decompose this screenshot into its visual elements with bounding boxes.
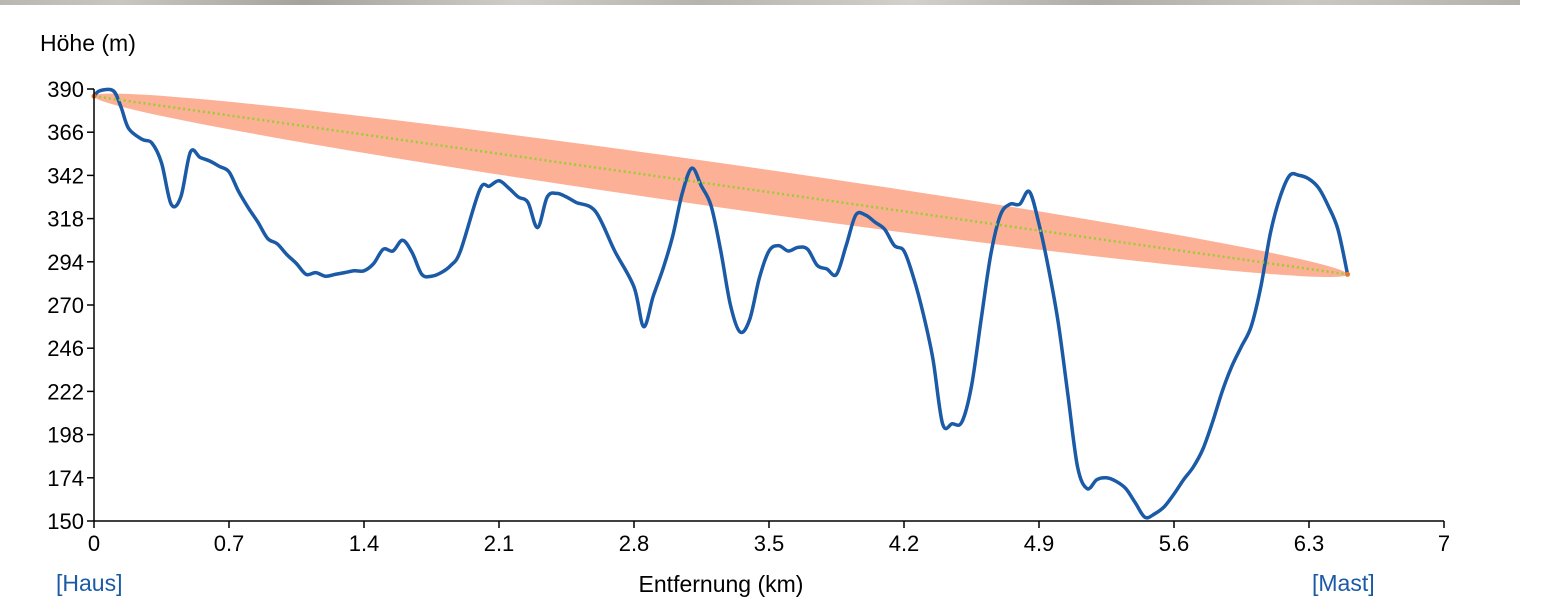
y-tick-label: 198 xyxy=(47,423,84,448)
y-tick-label: 246 xyxy=(47,336,84,361)
x-tick-label: 3.5 xyxy=(754,531,785,556)
y-tick-label: 318 xyxy=(47,207,84,232)
elevation-profile-line xyxy=(92,87,1350,520)
y-tick-label: 342 xyxy=(47,163,84,188)
end-point-marker xyxy=(1345,271,1351,277)
map-strip xyxy=(0,0,1520,5)
line-of-sight xyxy=(93,94,1348,276)
x-tick-label: 7 xyxy=(1438,531,1450,556)
start-point-link[interactable]: [Haus] xyxy=(56,570,123,596)
x-tick-label: 5.6 xyxy=(1159,531,1190,556)
y-tick-label: 366 xyxy=(47,120,84,145)
y-tick-label: 174 xyxy=(47,466,84,491)
x-tick-label: 1.4 xyxy=(349,531,380,556)
y-tick-label: 150 xyxy=(47,509,84,534)
x-tick-label: 4.9 xyxy=(1024,531,1055,556)
y-tick-label: 222 xyxy=(47,379,84,404)
x-tick-label: 6.3 xyxy=(1294,531,1325,556)
y-tick-label: 270 xyxy=(47,293,84,318)
x-tick-label: 2.1 xyxy=(484,531,515,556)
x-tick-label: 0.7 xyxy=(214,531,245,556)
end-point-link[interactable]: [Mast] xyxy=(1312,570,1375,596)
x-tick-label: 4.2 xyxy=(889,531,920,556)
y-tick-label: 390 xyxy=(47,77,84,102)
x-axis-title: Entfernung (km) xyxy=(639,571,804,597)
y-axis-title: Höhe (m) xyxy=(40,30,136,56)
y-tick-label: 294 xyxy=(47,250,84,275)
x-tick-label: 0 xyxy=(88,531,100,556)
x-tick-label: 2.8 xyxy=(619,531,650,556)
fresnel-zone xyxy=(93,93,1348,278)
